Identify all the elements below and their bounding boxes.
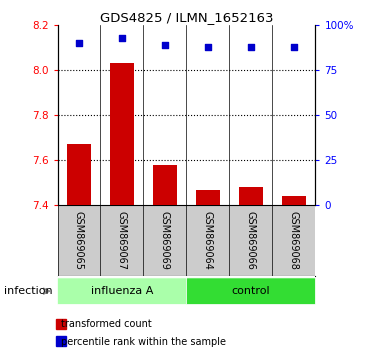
Text: influenza A: influenza A <box>91 286 153 296</box>
Bar <box>110 63 134 205</box>
Bar <box>239 187 263 205</box>
Bar <box>282 196 306 205</box>
FancyBboxPatch shape <box>187 278 315 304</box>
Text: transformed count: transformed count <box>61 319 152 329</box>
Bar <box>67 144 91 205</box>
Text: GSM869066: GSM869066 <box>246 211 256 270</box>
Point <box>119 35 125 41</box>
Text: GSM869065: GSM869065 <box>74 211 84 270</box>
Text: infection: infection <box>4 286 52 296</box>
Point <box>162 42 168 48</box>
Point <box>248 45 254 50</box>
Text: control: control <box>232 286 270 296</box>
Text: GSM869064: GSM869064 <box>203 211 213 270</box>
Point <box>205 45 211 50</box>
Point <box>291 45 297 50</box>
Bar <box>196 189 220 205</box>
Point <box>76 40 82 46</box>
Text: GSM869069: GSM869069 <box>160 211 170 270</box>
FancyBboxPatch shape <box>58 278 187 304</box>
Text: GSM869067: GSM869067 <box>117 211 127 270</box>
Text: percentile rank within the sample: percentile rank within the sample <box>61 337 226 347</box>
Bar <box>153 165 177 205</box>
Title: GDS4825 / ILMN_1652163: GDS4825 / ILMN_1652163 <box>100 11 273 24</box>
Text: GSM869068: GSM869068 <box>289 211 299 270</box>
